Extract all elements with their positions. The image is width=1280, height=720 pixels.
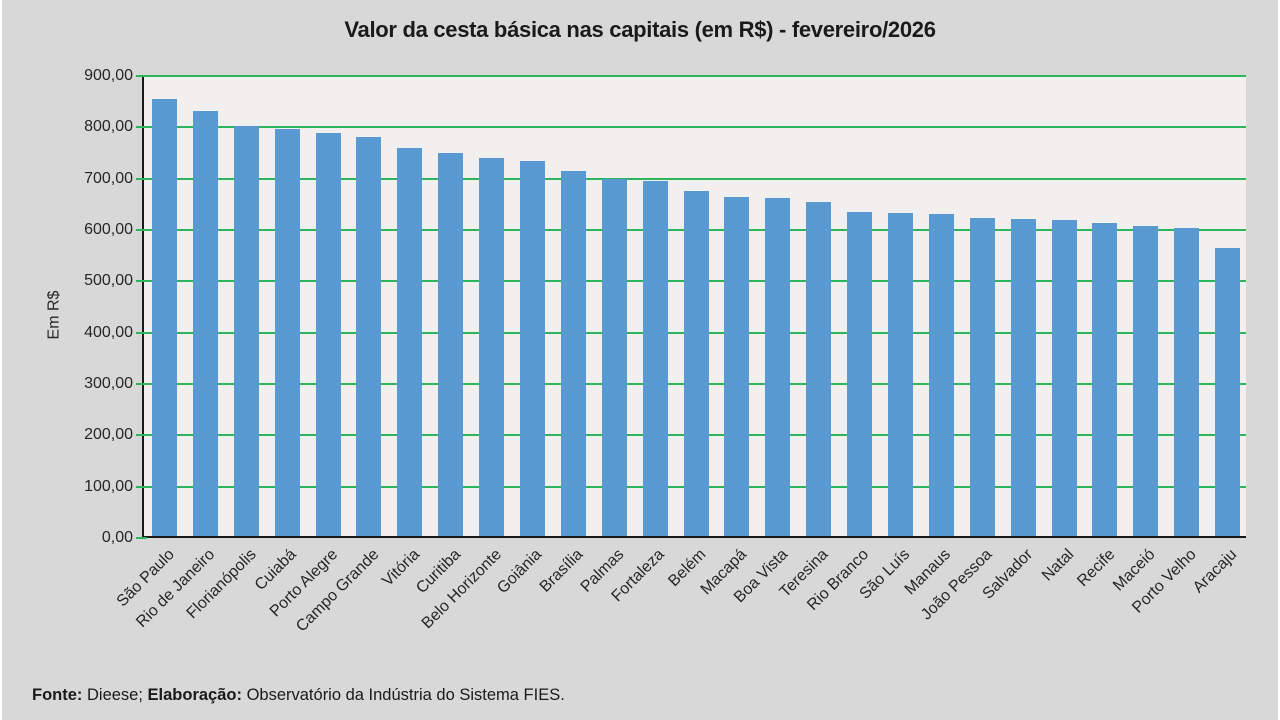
bar-maceió bbox=[1133, 226, 1159, 536]
bar-curitiba bbox=[438, 153, 464, 536]
x-label-aracaju: Aracaju bbox=[1190, 546, 1241, 597]
gridline-800 bbox=[144, 126, 1246, 128]
bar-belo-horizonte bbox=[479, 158, 505, 536]
bar-rio-de-janeiro bbox=[192, 111, 218, 536]
y-tick-mark bbox=[136, 178, 147, 180]
bar-florianópolis bbox=[233, 126, 259, 536]
bar-teresina bbox=[806, 202, 832, 536]
y-tick-mark bbox=[136, 537, 147, 539]
bar-rio-branco bbox=[847, 211, 873, 536]
x-label-brasília: Brasília bbox=[536, 546, 587, 596]
y-tick-mark bbox=[136, 383, 147, 385]
y-tick-label: 800,00 bbox=[84, 118, 133, 135]
bar-goiânia bbox=[519, 160, 545, 536]
bar-manaus bbox=[928, 213, 954, 536]
footer-text: Dieese; bbox=[82, 686, 148, 704]
x-label-natal: Natal bbox=[1038, 546, 1078, 585]
bar-palmas bbox=[601, 179, 627, 536]
bar-recife bbox=[1092, 222, 1118, 536]
y-tick-label: 600,00 bbox=[84, 221, 133, 238]
y-tick-mark bbox=[136, 486, 147, 488]
bar-fortaleza bbox=[642, 180, 668, 536]
footer-label: Fonte: bbox=[32, 686, 83, 704]
y-tick-label: 900,00 bbox=[84, 67, 133, 84]
chart-title: Valor da cesta básica nas capitais (em R… bbox=[344, 17, 936, 42]
gridline-700 bbox=[144, 178, 1246, 180]
y-tick-mark bbox=[136, 332, 147, 334]
y-tick-label: 400,00 bbox=[84, 324, 133, 341]
bar-são-paulo bbox=[151, 98, 177, 536]
y-tick-mark bbox=[136, 280, 147, 282]
bar-cuiabá bbox=[274, 128, 300, 536]
y-tick-mark bbox=[136, 75, 147, 77]
footer-text: Observatório da Indústria do Sistema FIE… bbox=[241, 686, 565, 704]
bar-aracaju bbox=[1215, 247, 1241, 536]
source-note: Fonte: Dieese; Elaboração: Observatório … bbox=[32, 686, 565, 705]
y-tick-mark bbox=[136, 229, 147, 231]
bar-macapá bbox=[724, 196, 750, 536]
y-tick-label: 0,00 bbox=[101, 529, 133, 546]
bar-natal bbox=[1051, 219, 1077, 536]
bar-porto-velho bbox=[1174, 228, 1200, 536]
bar-vitória bbox=[397, 148, 423, 536]
y-tick-mark bbox=[136, 434, 147, 436]
bar-belém bbox=[683, 190, 709, 536]
y-tick-label: 500,00 bbox=[84, 272, 133, 289]
bar-brasília bbox=[560, 170, 586, 536]
y-tick-label: 700,00 bbox=[84, 170, 133, 187]
bar-porto-alegre bbox=[315, 132, 341, 536]
bar-são-luís bbox=[887, 212, 913, 536]
plot-area bbox=[142, 75, 1246, 538]
x-label-goiânia: Goiânia bbox=[494, 546, 546, 598]
y-tick-mark bbox=[136, 126, 147, 128]
gridline-900 bbox=[144, 75, 1246, 77]
footer-label: Elaboração: bbox=[147, 686, 242, 704]
bar-salvador bbox=[1010, 219, 1036, 536]
bar-joão-pessoa bbox=[969, 217, 995, 536]
bar-campo-grande bbox=[356, 136, 382, 536]
y-tick-label: 200,00 bbox=[84, 426, 133, 443]
bar-boa-vista bbox=[765, 198, 791, 536]
y-tick-label: 300,00 bbox=[84, 375, 133, 392]
y-tick-label: 100,00 bbox=[84, 478, 133, 495]
